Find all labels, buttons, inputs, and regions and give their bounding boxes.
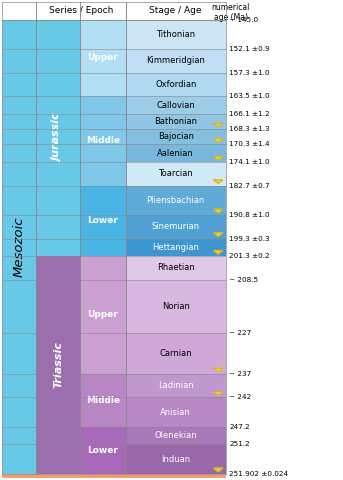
Bar xyxy=(80,186,126,256)
Text: Triassic: Triassic xyxy=(53,341,63,388)
Text: Pliensbachian: Pliensbachian xyxy=(146,196,205,205)
Polygon shape xyxy=(213,368,223,372)
Bar xyxy=(80,427,126,474)
Text: ~ 145.0: ~ 145.0 xyxy=(229,17,258,23)
Text: Jurassic: Jurassic xyxy=(53,114,63,162)
Text: 157.3 ±1.0: 157.3 ±1.0 xyxy=(229,70,270,76)
Polygon shape xyxy=(213,123,223,127)
Text: Middle: Middle xyxy=(86,136,120,145)
Bar xyxy=(126,20,226,49)
Text: Olenekian: Olenekian xyxy=(154,431,197,440)
Polygon shape xyxy=(213,233,223,237)
Text: 251.902 ±0.024: 251.902 ±0.024 xyxy=(229,471,288,477)
Text: Upper: Upper xyxy=(87,311,118,320)
Text: Series / Epoch: Series / Epoch xyxy=(49,6,113,15)
Bar xyxy=(80,256,126,374)
Text: Norian: Norian xyxy=(162,301,190,311)
Text: Lower: Lower xyxy=(87,446,118,455)
Text: Mesozoic: Mesozoic xyxy=(13,216,25,277)
Text: ~ 237: ~ 237 xyxy=(229,371,251,377)
Text: Anisian: Anisian xyxy=(161,408,191,417)
Bar xyxy=(126,397,226,427)
Bar xyxy=(80,374,126,427)
Text: Kimmeridgian: Kimmeridgian xyxy=(146,57,205,65)
Bar xyxy=(126,427,226,444)
Bar xyxy=(126,333,226,374)
Bar xyxy=(126,49,226,72)
Text: Upper: Upper xyxy=(87,53,118,62)
Bar xyxy=(2,20,36,474)
Text: Bajocian: Bajocian xyxy=(158,132,194,141)
Text: Carnian: Carnian xyxy=(159,349,192,358)
Polygon shape xyxy=(213,209,223,213)
Text: numerical
age (Ma): numerical age (Ma) xyxy=(212,3,250,23)
Text: 247.2: 247.2 xyxy=(229,424,250,430)
Text: Middle: Middle xyxy=(86,396,120,405)
Text: 190.8 ±1.0: 190.8 ±1.0 xyxy=(229,212,270,218)
Bar xyxy=(2,474,226,478)
Text: Stage / Age: Stage / Age xyxy=(150,6,202,15)
Text: 168.3 ±1.3: 168.3 ±1.3 xyxy=(229,126,270,132)
Text: Hettangian: Hettangian xyxy=(152,243,199,252)
Bar xyxy=(126,444,226,474)
Bar xyxy=(126,280,226,333)
Text: Induan: Induan xyxy=(161,455,190,464)
Bar xyxy=(36,256,80,474)
Text: Rhaetian: Rhaetian xyxy=(157,264,194,273)
Text: Aalenian: Aalenian xyxy=(157,149,194,158)
Text: 166.1 ±1.2: 166.1 ±1.2 xyxy=(229,111,270,117)
Bar xyxy=(80,96,126,186)
Text: Tithonian: Tithonian xyxy=(156,30,195,39)
Bar xyxy=(126,96,226,114)
Text: 174.1 ±1.0: 174.1 ±1.0 xyxy=(229,159,270,165)
Bar xyxy=(2,2,226,20)
Bar xyxy=(80,20,126,96)
Text: Sinemurian: Sinemurian xyxy=(152,222,200,231)
Text: Oxfordian: Oxfordian xyxy=(155,80,197,89)
Bar xyxy=(126,162,226,186)
Text: Callovian: Callovian xyxy=(156,100,195,109)
Text: ~ 208.5: ~ 208.5 xyxy=(229,276,258,283)
Text: ~ 242: ~ 242 xyxy=(229,395,251,400)
Bar xyxy=(126,215,226,239)
Polygon shape xyxy=(213,392,223,395)
Bar xyxy=(126,374,226,397)
Bar xyxy=(126,186,226,215)
Text: Ladinian: Ladinian xyxy=(158,381,193,390)
Text: Bathonian: Bathonian xyxy=(154,117,197,126)
Text: Lower: Lower xyxy=(87,216,118,226)
Bar xyxy=(36,20,80,256)
Polygon shape xyxy=(213,468,223,472)
Text: ~ 227: ~ 227 xyxy=(229,330,251,336)
Polygon shape xyxy=(213,156,223,160)
Bar xyxy=(126,144,226,162)
Text: 201.3 ±0.2: 201.3 ±0.2 xyxy=(229,253,270,259)
Bar xyxy=(126,256,226,280)
Polygon shape xyxy=(213,139,223,142)
Polygon shape xyxy=(213,180,223,183)
Text: 251.2: 251.2 xyxy=(229,442,250,447)
Text: 152.1 ±0.9: 152.1 ±0.9 xyxy=(229,46,270,52)
Text: 199.3 ±0.3: 199.3 ±0.3 xyxy=(229,236,270,241)
Text: 170.3 ±1.4: 170.3 ±1.4 xyxy=(229,142,270,147)
Bar xyxy=(126,72,226,96)
Text: Toarcian: Toarcian xyxy=(158,169,193,179)
Bar xyxy=(126,114,226,129)
Bar xyxy=(126,129,226,144)
Text: 182.7 ±0.7: 182.7 ±0.7 xyxy=(229,182,270,189)
Text: 163.5 ±1.0: 163.5 ±1.0 xyxy=(229,93,270,99)
Bar xyxy=(126,239,226,256)
Polygon shape xyxy=(213,251,223,254)
